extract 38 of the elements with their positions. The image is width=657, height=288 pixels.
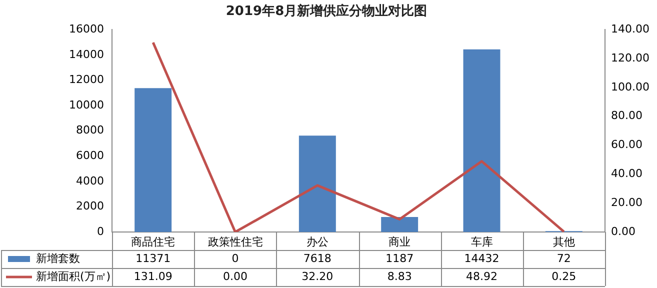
data-label: 11371 [136, 252, 171, 265]
data-label: 8.83 [387, 270, 412, 283]
y-tick-label: 6000 [76, 148, 104, 162]
y2-tick-label: 20.00 [611, 196, 642, 209]
y2-tick-label: 80.00 [611, 109, 642, 122]
y-tick-label: 2000 [76, 200, 104, 213]
y-tick-label: 8000 [76, 124, 104, 137]
y2-tick-label: 0.00 [611, 224, 636, 238]
y2-tick-label: 140.00 [611, 22, 650, 36]
y2-tick-label: 40.00 [611, 167, 642, 180]
x-tick-label: 商业 [388, 235, 411, 248]
data-label: 14432 [464, 252, 500, 265]
y2-tick-label: 120.00 [611, 51, 650, 64]
data-label: 32.20 [302, 270, 334, 283]
x-tick-label: 办公 [306, 235, 328, 248]
data-label: 0.00 [223, 270, 248, 283]
chart-title: 2019年8月新增供应分物业对比图 [226, 3, 428, 20]
y-tick-label: 10000 [69, 98, 104, 112]
legend-label: 新增套数 [36, 252, 80, 265]
y2-tick-label: 100.00 [611, 80, 650, 94]
x-tick-label: 其他 [552, 235, 575, 248]
y-tick-label: 14000 [69, 48, 104, 61]
y-tick-label: 16000 [69, 22, 104, 36]
y-tick-label: 4000 [76, 174, 104, 188]
x-tick-label: 车库 [470, 235, 493, 248]
data-label: 7618 [303, 252, 332, 265]
y2-tick-label: 60.00 [611, 138, 642, 152]
data-label: 0.25 [552, 270, 576, 283]
y-tick-label: 0 [97, 224, 104, 238]
x-tick-label: 政策性住宅 [208, 235, 263, 248]
data-label: 1187 [386, 252, 414, 265]
data-label: 72 [556, 252, 571, 265]
x-tick-label: 商品住宅 [131, 235, 176, 248]
data-label: 0 [232, 252, 239, 265]
legend-label: 新增面积(万㎡) [36, 270, 111, 283]
data-label: 131.09 [134, 270, 172, 283]
y-tick-label: 12000 [69, 73, 104, 86]
data-label: 48.92 [466, 270, 498, 283]
